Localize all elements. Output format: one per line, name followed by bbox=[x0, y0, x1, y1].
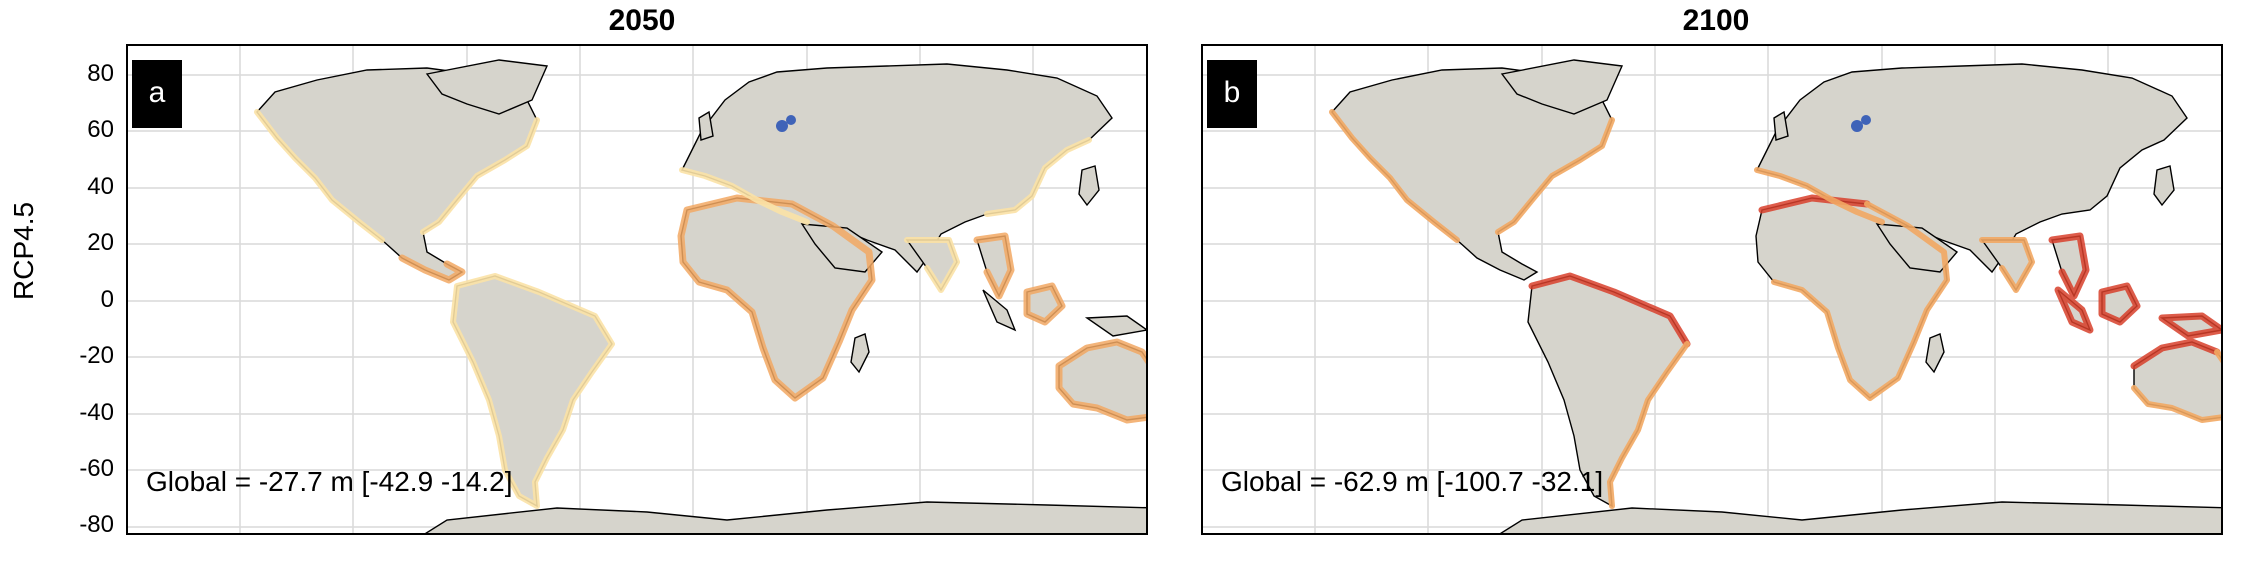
y-tick-60: 60 bbox=[87, 116, 114, 143]
y-tick-m80: -80 bbox=[79, 511, 114, 538]
y-tick-m60: -60 bbox=[79, 455, 114, 482]
map-frame bbox=[1201, 44, 2223, 535]
coastal-points-low bbox=[254, 109, 1092, 509]
coastal-points-moderate bbox=[398, 194, 1147, 424]
y-tick-40: 40 bbox=[87, 173, 114, 200]
coastal-points-moderate bbox=[1329, 109, 2222, 509]
y-tick-20: 20 bbox=[87, 229, 114, 256]
panel-a-title: 2050 bbox=[608, 4, 676, 37]
y-tick-m20: -20 bbox=[79, 342, 114, 369]
panel-b-letter: b bbox=[1207, 60, 1257, 128]
map-panel-a bbox=[126, 44, 1148, 535]
map-panel-b bbox=[1201, 44, 2223, 535]
panel-a-letter: a bbox=[132, 60, 182, 128]
panel-b-global-estimate: Global = -62.9 m [-100.7 -32.1] bbox=[1221, 466, 1604, 497]
panel-a-global-estimate: Global = -27.7 m [-42.9 -14.2] bbox=[146, 466, 513, 497]
y-tick-0: 0 bbox=[100, 286, 114, 313]
map-frame bbox=[126, 44, 1148, 535]
y-tick-m40: -40 bbox=[79, 399, 114, 426]
panel-b-title: 2100 bbox=[1682, 4, 1750, 37]
y-tick-80: 80 bbox=[87, 60, 114, 87]
gain-points bbox=[1851, 115, 1871, 132]
gain-points bbox=[776, 115, 796, 132]
coastal-points-high bbox=[1528, 194, 2222, 370]
